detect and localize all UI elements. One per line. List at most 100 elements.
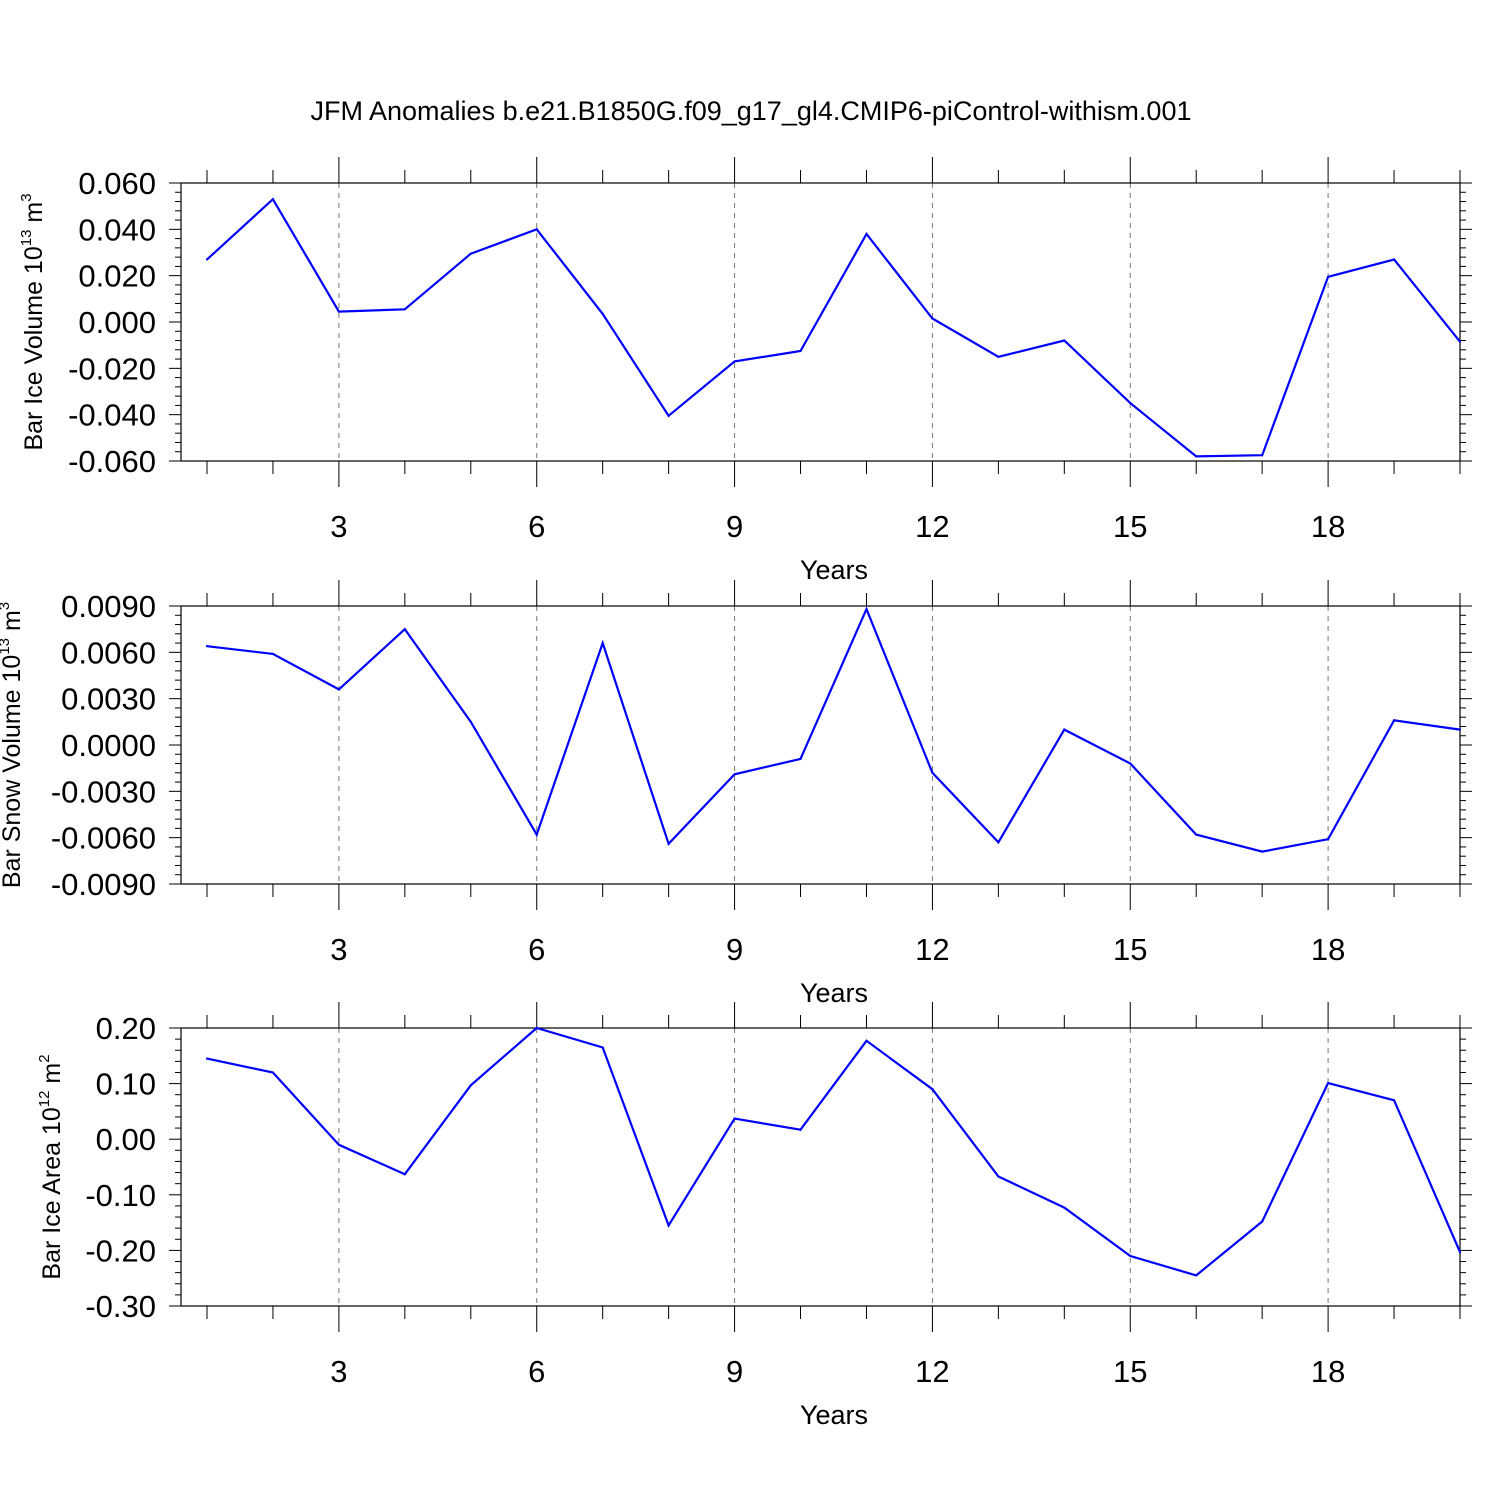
data-point	[601, 312, 604, 315]
data-point	[535, 1026, 538, 1030]
data-point	[1458, 340, 1462, 343]
data-point	[337, 1143, 340, 1146]
x-tick-label: 3	[330, 1354, 347, 1389]
data-point	[469, 252, 472, 255]
data-point	[1063, 1206, 1066, 1209]
data-point	[469, 1084, 472, 1087]
data-point	[733, 773, 736, 776]
data-point	[205, 645, 209, 648]
y-tick-label: 0.0060	[61, 635, 156, 670]
x-axis-label: Years	[800, 978, 868, 1008]
data-point	[799, 757, 802, 761]
data-point	[1327, 838, 1330, 841]
x-tick-label: 3	[330, 932, 347, 967]
data-point	[601, 1046, 604, 1049]
y-tick-label: -0.10	[85, 1178, 156, 1213]
data-point	[1195, 833, 1198, 836]
y-axis-label-unit: m	[20, 202, 48, 230]
x-tick-label: 15	[1113, 1354, 1147, 1389]
data-point	[1458, 1250, 1462, 1254]
x-tick-label: 9	[726, 932, 743, 967]
data-point	[1063, 728, 1066, 731]
data-point	[997, 1175, 1000, 1178]
data-point	[1195, 1274, 1198, 1277]
data-point	[931, 317, 934, 320]
y-tick-label: 0.0090	[61, 589, 156, 624]
y-axis-label-unit-exponent: 2	[36, 1054, 53, 1062]
x-tick-label: 18	[1311, 1354, 1345, 1389]
data-point	[535, 228, 538, 231]
panel-1: -0.060 -0.040 -0.020 0.000 0.020 0.040 0.060 3 6…	[18, 157, 1472, 585]
panel-2: -0.0090 -0.0060 -0.0030 0.0000 0.0030 0.0060 0…	[0, 580, 1472, 1008]
series-line	[206, 1026, 1462, 1277]
series-line	[206, 197, 1461, 458]
data-point	[337, 310, 340, 313]
data-point	[1063, 339, 1066, 342]
y-axis-label-exponent: 12	[36, 1091, 53, 1108]
data-point	[667, 842, 670, 845]
data-point	[1327, 1081, 1330, 1085]
y-tick-label: 0.040	[78, 212, 156, 247]
x-tick-label: 12	[915, 932, 949, 967]
data-point	[799, 349, 802, 353]
y-axis-label-exponent: 13	[18, 230, 35, 247]
x-tick-label: 15	[1113, 509, 1147, 544]
data-point	[1195, 455, 1198, 458]
y-tick-label: -0.0030	[51, 774, 156, 809]
y-tick-label: -0.020	[68, 351, 156, 386]
y-axis-label-unit: m	[0, 610, 26, 638]
data-point	[403, 628, 406, 631]
y-axis-label: Bar Ice Area 1012 m2	[36, 1054, 66, 1279]
data-point	[271, 652, 275, 655]
data-point	[865, 607, 868, 611]
y-axis-label-unit: m	[38, 1063, 66, 1091]
data-point	[931, 771, 934, 774]
y-axis-label-exponent: 13	[0, 638, 13, 655]
x-tick-label: 12	[915, 1354, 949, 1389]
data-point	[865, 1039, 868, 1042]
chart-title: JFM Anomalies b.e21.B1850G.f09_g17_gl4.C…	[311, 96, 1192, 126]
data-point	[403, 1173, 406, 1176]
data-point	[667, 414, 670, 417]
y-tick-label: 0.0030	[61, 682, 156, 717]
y-tick-label: 0.20	[96, 1011, 156, 1046]
data-point	[601, 641, 604, 645]
data-point	[403, 308, 406, 311]
y-tick-label: -0.0090	[51, 867, 156, 902]
y-tick-label: -0.30	[85, 1289, 156, 1324]
y-tick-label: -0.060	[68, 444, 156, 479]
plot-frame	[180, 605, 1461, 885]
data-point	[1129, 1254, 1132, 1258]
y-axis-label-unit-exponent: 3	[0, 602, 13, 610]
data-point	[865, 232, 868, 236]
data-point	[931, 1088, 934, 1091]
panel-3: -0.30 -0.20 -0.10 0.00 0.10 0.20 3 6 9 12 15 18 Year…	[36, 1002, 1472, 1430]
x-tick-label: 6	[528, 932, 545, 967]
x-tick-label: 6	[528, 509, 545, 544]
plot-frame	[180, 1027, 1461, 1307]
y-tick-label: 0.020	[78, 259, 156, 294]
data-point	[1327, 275, 1330, 278]
x-tick-label: 12	[915, 509, 949, 544]
y-tick-label: 0.00	[96, 1122, 156, 1157]
y-axis-label-text: Bar Ice Volume 10	[20, 246, 48, 450]
data-point	[997, 841, 1000, 844]
y-tick-label: 0.0000	[61, 728, 156, 763]
y-axis-label: Bar Snow Volume 1013 m3	[0, 602, 26, 888]
data-point	[1392, 1099, 1396, 1102]
x-tick-label: 9	[726, 1354, 743, 1389]
y-axis-label: Bar Ice Volume 1013 m3	[18, 193, 48, 450]
x-tick-label: 9	[726, 509, 743, 544]
y-tick-label: -0.040	[68, 398, 156, 433]
data-point	[1129, 762, 1132, 765]
y-axis-label-text: Bar Ice Area 10	[38, 1107, 66, 1279]
data-point	[205, 1057, 209, 1060]
data-point	[271, 198, 275, 201]
y-tick-label: 0.060	[78, 166, 156, 201]
x-axis-label: Years	[800, 555, 868, 585]
data-point	[799, 1128, 802, 1131]
y-tick-label: 0.000	[78, 305, 156, 340]
series-line	[206, 606, 1461, 853]
x-tick-label: 3	[330, 509, 347, 544]
